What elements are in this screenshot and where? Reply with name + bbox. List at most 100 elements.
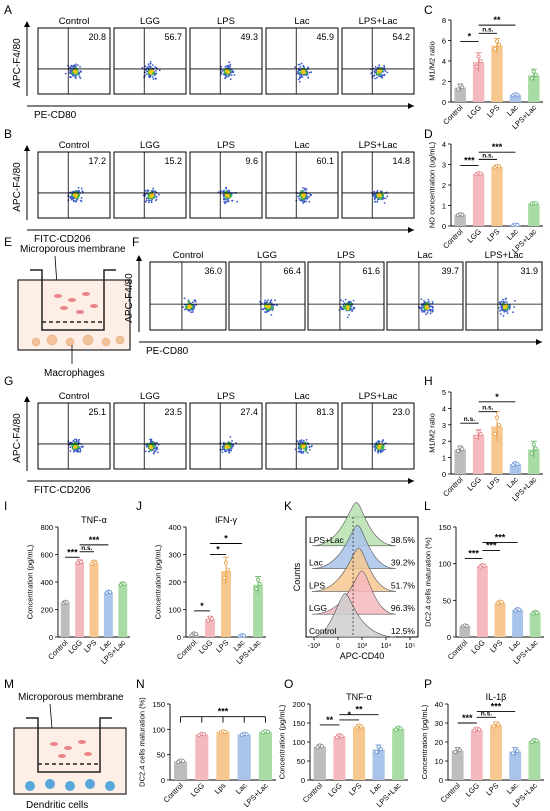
schematic-m-bottom-label: Dendritic cells [26,800,88,811]
flow-dot [514,300,516,302]
flow-dot [276,304,278,307]
flow-dot [82,445,85,448]
flow-dot [226,445,230,449]
bar [313,746,326,780]
flow-dot [77,445,80,449]
y-tick-label: 300 [168,551,181,560]
flow-dot [225,186,228,189]
y-tick-label: 6 [442,37,446,46]
x-tick-label: LGG [465,227,483,245]
panel-letter-a: A [4,3,12,17]
y-axis-label: NO concentration (ug/mL) [428,141,437,228]
data-point [497,42,502,47]
histogram-x-label: APC-CD40 [340,651,385,661]
flow-dot [373,200,376,203]
y-tick-label: 0 [442,222,446,231]
x-tick-label: LPS [485,475,501,491]
flow-dot [296,440,299,442]
flow-dot [500,304,503,307]
flow-dot [382,74,385,76]
bar [476,565,488,637]
flow-percent-value: 9.6 [245,156,258,166]
histogram-row-name: Control [309,626,337,636]
significance-label: *** [464,156,475,166]
flow-dot [144,69,147,71]
x-tick-label: Lac [234,781,249,796]
x-tick-label: LPS [82,638,98,654]
y-tick-label: 100 [168,606,181,615]
flow-dot [150,438,153,441]
flow-dot [302,444,305,448]
flow-dot [236,200,239,203]
panel-letter-c: C [424,3,433,17]
flow-y-arrowhead [24,396,30,402]
flow-dot [376,76,378,79]
y-axis-label: Concentration (pg/mL) [278,704,287,779]
data-point [533,72,538,77]
flow-plot-frame [341,151,415,219]
flow-dot [158,69,161,72]
flow-dot [306,452,309,454]
flow-dot [377,445,381,449]
flow-dot [73,438,76,441]
flow-dot [270,314,273,316]
flow-dot [69,446,72,449]
flow-dot [505,310,507,313]
data-point [476,727,481,732]
data-point [464,623,469,628]
flow-dot [73,449,76,452]
flow-percent-value: 20.8 [88,32,106,42]
flow-dot [264,299,266,302]
y-tick-label: 3 [442,161,446,170]
flow-dots [498,297,516,317]
flow-dot [78,190,81,192]
data-point [474,435,479,440]
flow-dot [221,70,224,72]
flow-group-label: LPS+Lac [485,250,524,261]
flow-dot [225,75,228,77]
flow-percent-value: 25.1 [88,407,106,417]
flow-dot [74,193,78,197]
flow-percent-value: 81.3 [316,407,334,417]
flow-dot [69,197,72,200]
flow-dot [300,199,303,202]
flow-dot [150,201,153,204]
flow-dot [381,75,383,78]
data-point [376,744,381,749]
flow-group-label: LGG [140,16,160,27]
flow-dot [304,187,306,190]
data-point [474,64,479,69]
flow-dot [224,65,227,68]
flow-dot [298,447,301,450]
histogram-row-value: 39.2% [391,558,416,568]
flow-percent-value: 49.3 [240,32,258,42]
schematic-E: Microporous membrane Macrophages [17,244,131,379]
flow-dot [149,66,152,69]
significance-label: n.s. [464,416,475,423]
data-point [456,87,461,92]
flow-dot [303,189,306,192]
flow-plot-frame [465,261,543,331]
flow-dot [423,300,425,302]
flow-dot [379,443,383,447]
flow-dot [420,310,423,312]
flow-dot [382,439,384,441]
flow-dot [431,308,434,311]
flow-dot [500,313,502,315]
data-point [515,749,520,754]
y-axis-label: Concentration (pg/mL) [154,544,163,619]
flow-dot [144,189,147,192]
data-point [511,751,516,756]
flow-dot [144,71,147,74]
flow-dot [144,200,147,203]
data-point [478,171,483,176]
schematic-e-macrophages [31,334,125,347]
data-point [378,747,383,752]
flow-dot [147,199,150,202]
significance-label: * [495,392,499,402]
flow-y-axis-label: APC-F4/80 [12,413,23,463]
bar [512,609,524,637]
flow-dot [147,193,150,196]
histogram-row-value: 96.3% [391,603,416,613]
